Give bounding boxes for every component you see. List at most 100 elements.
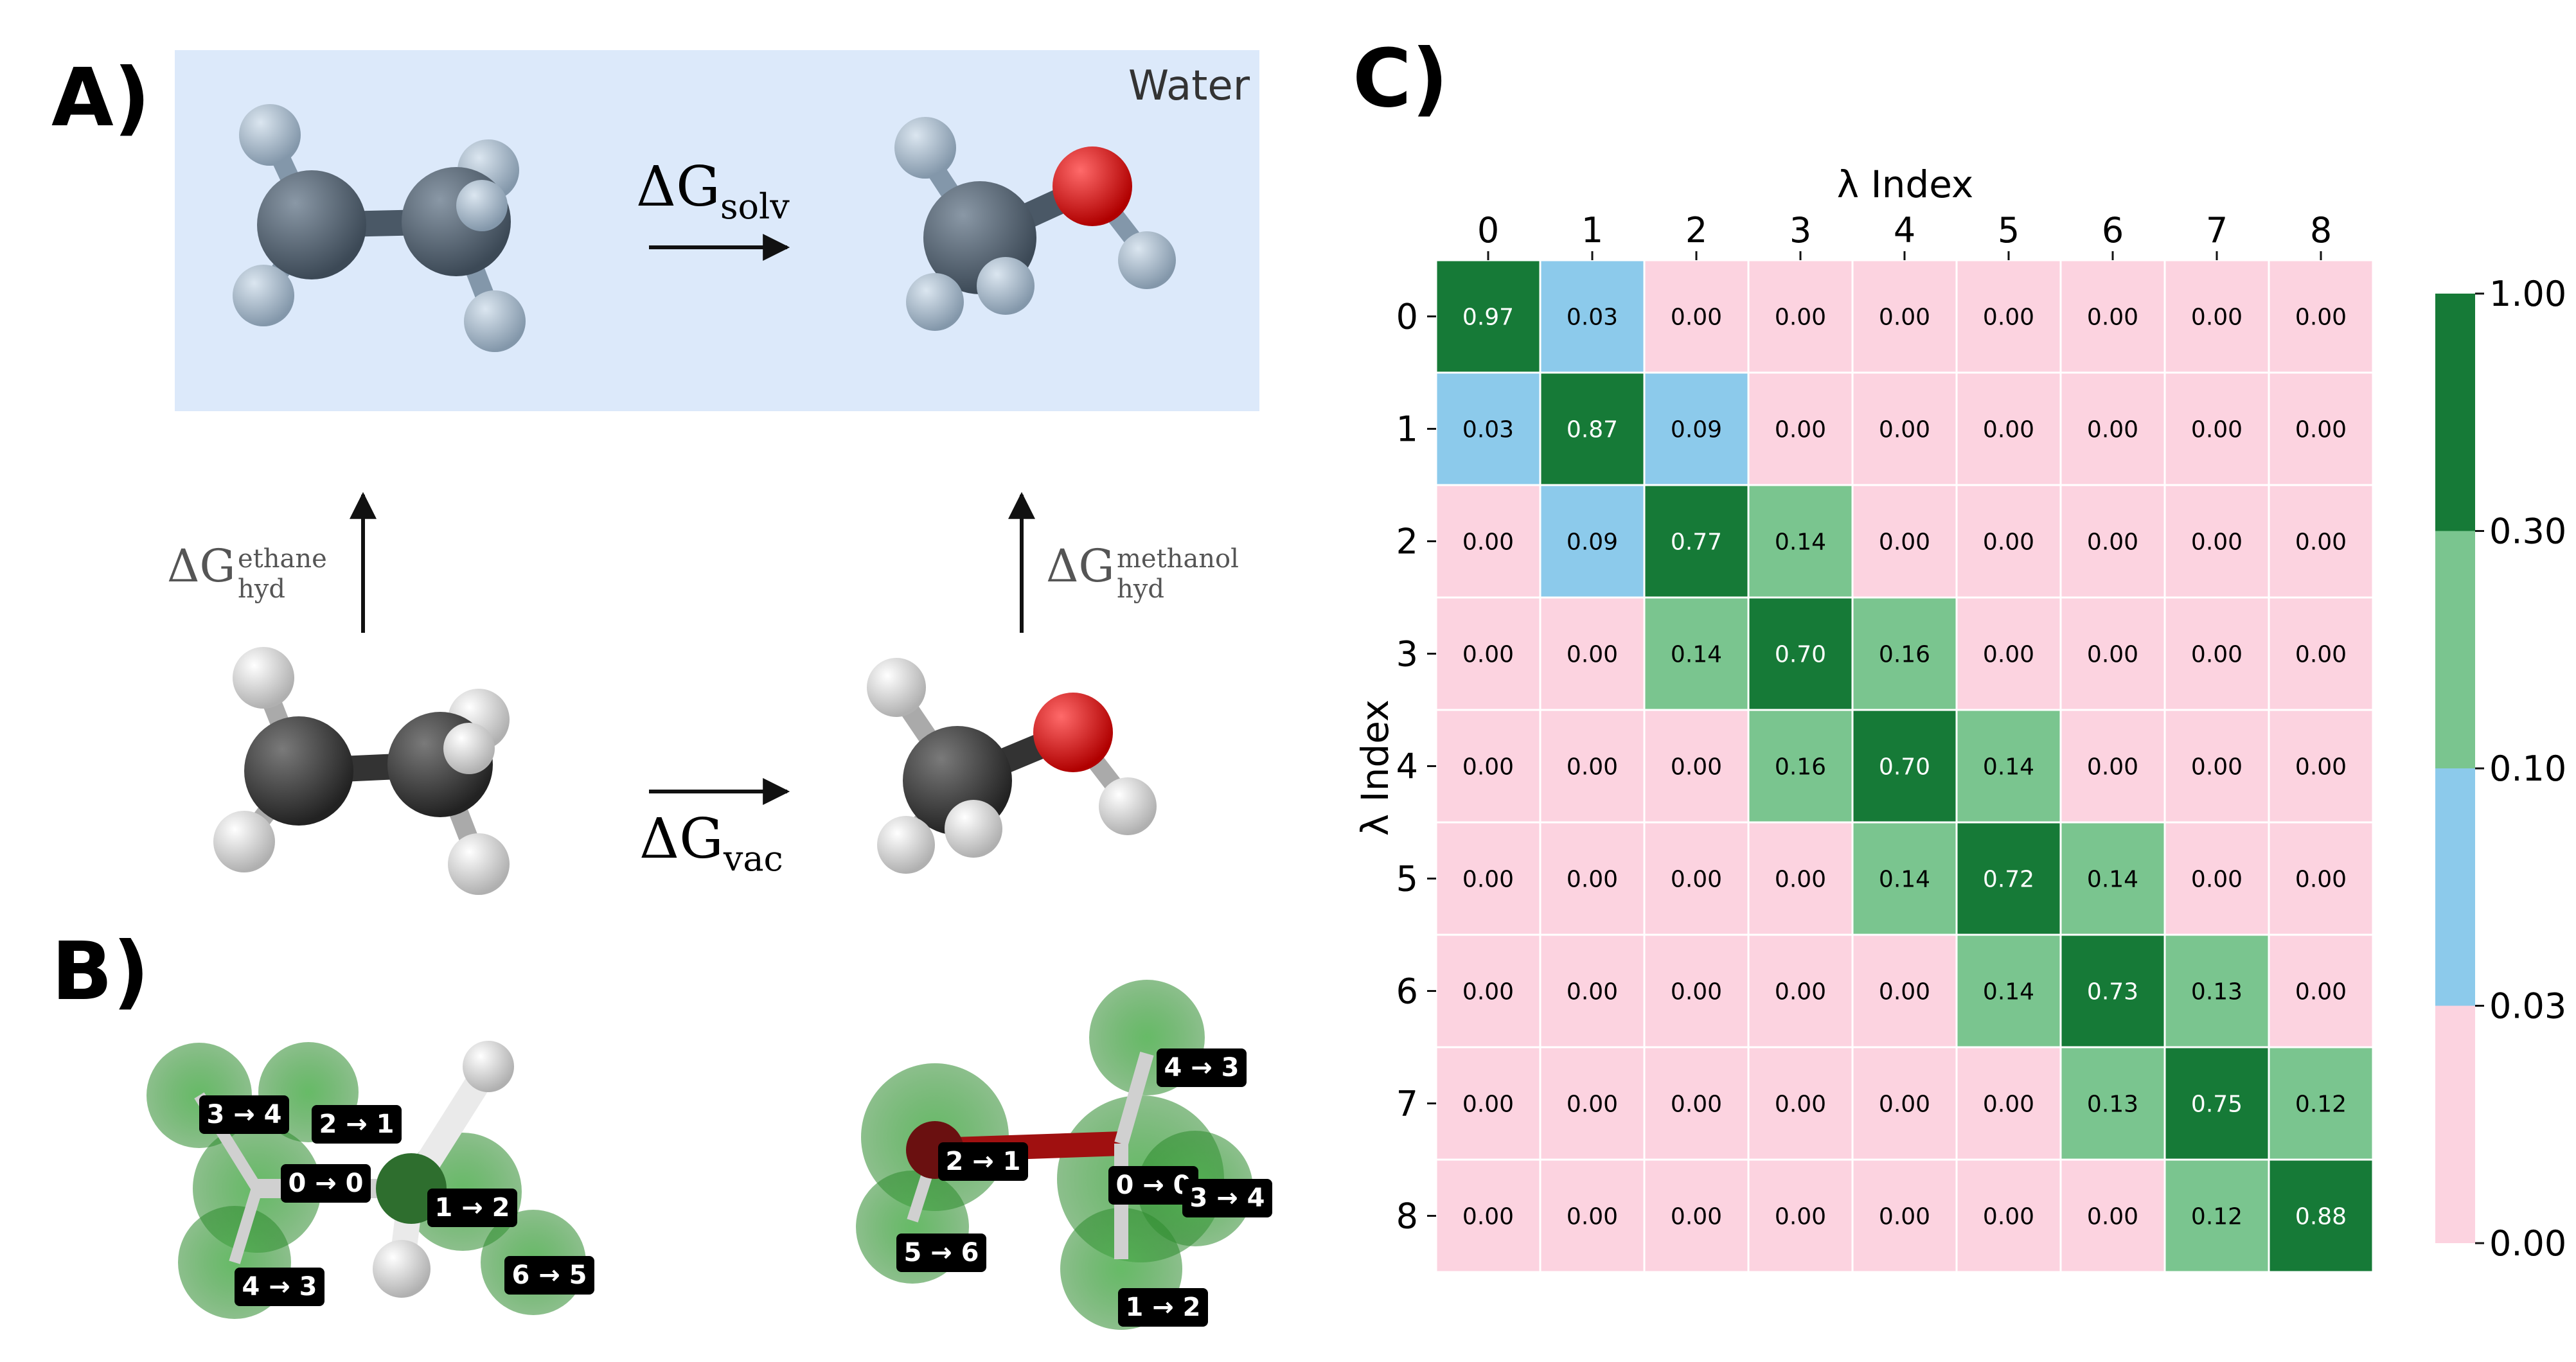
delta-g-vac-label: ΔGvac [639,807,783,879]
panel-b: B) 3 → 4 2 → 1 0 → 0 1 → 2 4 → 3 6 → 5 [51,925,1272,1330]
heatmap-cell-rect [2268,821,2374,936]
heatmap-cell-value: 0.00 [1462,754,1514,781]
heatmap-cell: 0.00 [1435,1158,1541,1273]
heatmap-cell-rect [1435,709,1541,824]
heatmap-cell: 0.00 [1747,821,1854,936]
heatmap-cell-value: 0.00 [2295,867,2347,893]
heatmap-cell-rect [2059,484,2166,599]
heatmap-cell-rect [1851,596,1958,711]
heatmap-cell-rect [2268,596,2374,711]
heatmap-cell: 0.00 [1955,371,2062,486]
heatmap-cell: 0.77 [1643,484,1750,599]
heatmap-cell: 0.00 [1643,821,1750,936]
heatmap-cell-value: 0.00 [2087,417,2138,443]
ethane-solvated-molecule [233,104,526,352]
ethane-vacuum-molecule [213,647,510,895]
heatmap-cell-rect [1851,1158,1958,1273]
heatmap-cell: 0.00 [2059,484,2166,599]
heatmap-cell: 0.03 [1435,371,1541,486]
heatmap-cell: 0.13 [2059,1046,2166,1161]
heatmap-cell-value: 0.00 [2191,754,2243,781]
colorbar-segment [2435,531,2475,768]
heatmap-cell-rect [1539,596,1646,711]
heatmap-cell: 0.00 [1851,1046,1958,1161]
y-tick-label: 1 [1396,409,1418,450]
heatmap-cell: 0.00 [1435,821,1541,936]
heatmap-cell: 0.14 [1955,709,2062,824]
y-tick-label: 4 [1396,747,1418,787]
heatmap-cell: 0.00 [1851,259,1958,374]
heatmap-cell-value: 0.88 [2295,1204,2347,1230]
svg-text:ΔGsolv: ΔGsolv [636,155,790,227]
methanol-map-label-6: 1 → 2 [1118,1288,1208,1327]
heatmap-cells: 0.97 0.03 0.00 0.00 0.00 0.00 0.00 0.00 0.00 0.03… [1435,259,2374,1273]
x-tick-label: 3 [1790,210,1811,251]
heatmap-cell-value: 0.00 [1775,1092,1826,1118]
heatmap-cell-rect [1435,821,1541,936]
heatmap-cell-value: 0.00 [1462,979,1514,1005]
heatmap-cell-rect [1747,1046,1854,1161]
heatmap-cell: 0.00 [2163,821,2270,936]
heatmap-cell: 0.14 [1747,484,1854,599]
heatmap-cell: 0.00 [2268,821,2374,936]
heatmap-cell-rect [2268,933,2374,1048]
heatmap-cell-rect [1435,1158,1541,1273]
x-tick-label: 5 [1998,210,2020,251]
delta-g-solv-label: ΔGsolv [636,155,790,227]
heatmap-cell: 0.00 [2268,709,2374,824]
heatmap-x-axis-label: λ Index [1837,163,1973,206]
svg-text:0 → 0: 0 → 0 [288,1169,363,1198]
heatmap-y-ticks: 0 1 2 3 4 5 6 7 8 [1396,297,1436,1237]
heatmap-cell-rect [2268,1046,2374,1161]
svg-text:methanol: methanol [1117,544,1239,574]
heatmap-cell-value: 0.14 [1983,754,2034,781]
heatmap-cell: 0.00 [1435,1046,1541,1161]
heatmap-cell: 0.00 [2059,596,2166,711]
heatmap-cell-rect [1643,933,1750,1048]
methanol-map-label-1: 4 → 3 [1157,1048,1247,1087]
heatmap-cell-rect [1435,484,1541,599]
heatmap-cell: 0.14 [1851,821,1958,936]
heatmap-cell: 0.00 [1539,821,1646,936]
heatmap-cell: 0.00 [2163,484,2270,599]
heatmap-cell: 0.12 [2163,1158,2270,1273]
heatmap-cell-value: 0.12 [2295,1092,2347,1118]
heatmap-cell: 0.00 [1955,1158,2062,1273]
colorbar-tick-label: 0.00 [2489,1223,2566,1264]
heatmap-cell-rect [2268,259,2374,374]
heatmap-cell: 0.00 [2268,259,2374,374]
heatmap-cell-value: 0.09 [1567,529,1618,556]
y-tick-label: 8 [1396,1196,1418,1237]
methanol-map-label-2: 2 → 1 [938,1142,1028,1181]
heatmap-cell-value: 0.00 [1567,867,1618,893]
heatmap-cell: 0.00 [1435,709,1541,824]
heatmap-cell: 0.00 [1643,709,1750,824]
y-tick-label: 2 [1396,522,1418,562]
panel-a-letter: A) [51,51,150,145]
heatmap-cell-value: 0.00 [1462,529,1514,556]
heatmap-cell: 0.00 [2163,259,2270,374]
colorbar-tick-label: 1.00 [2489,274,2566,314]
heatmap-cell-rect [1955,596,2062,711]
heatmap-cell-value: 0.00 [2295,979,2347,1005]
ethane-map-label-6: 6 → 5 [504,1256,594,1295]
colorbar-segment [2435,768,2475,1006]
heatmap-cell: 0.70 [1747,596,1854,711]
heatmap-cell-rect [1747,259,1854,374]
heatmap-cell-value: 0.00 [2087,642,2138,668]
svg-text:1 → 2: 1 → 2 [1125,1293,1200,1322]
colorbar-segment [2435,294,2475,531]
solvent-label: Water [1128,62,1250,110]
svg-text:ΔGvac: ΔGvac [639,807,783,879]
heatmap-cell: 0.12 [2268,1046,2374,1161]
heatmap-cell: 0.00 [1955,1046,2062,1161]
svg-text:5 → 6: 5 → 6 [903,1238,979,1268]
heatmap-cell: 0.00 [1851,371,1958,486]
heatmap-cell-rect [1851,484,1958,599]
heatmap-cell: 0.00 [1955,259,2062,374]
heatmap-cell-rect [1955,1158,2062,1273]
heatmap-cell: 0.00 [1435,933,1541,1048]
heatmap-cell-value: 0.13 [2087,1092,2138,1118]
heatmap-cell-value: 0.00 [1879,1092,1930,1118]
